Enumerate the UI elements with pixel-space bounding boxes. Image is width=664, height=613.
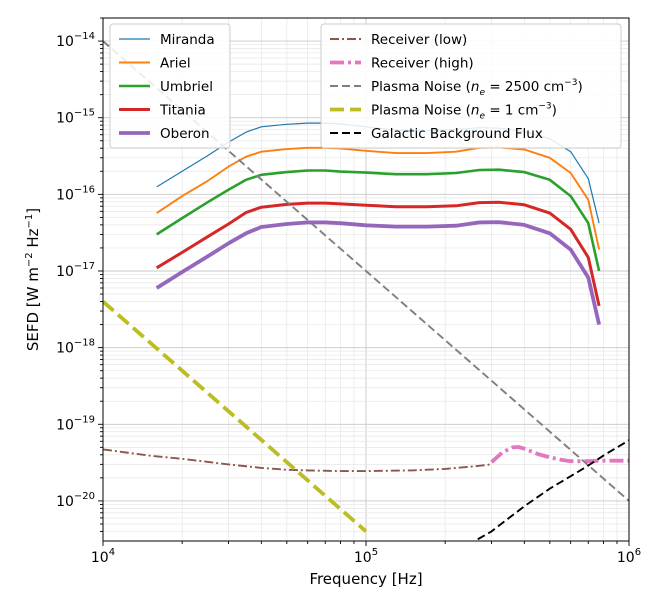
x-tick-label: 104 — [91, 547, 115, 566]
x-tick-label: 105 — [354, 547, 378, 566]
series-line-oberon — [155, 220, 601, 326]
y-label-main: SEFD [W m — [24, 267, 42, 351]
legend-label-titania: Titania — [159, 103, 206, 119]
legend-box — [320, 23, 622, 149]
legend-moons: Miranda Ariel Umbriel Titania Oberon — [109, 23, 231, 149]
series-line-receiver-low — [103, 448, 492, 473]
legend-label-oberon: Oberon — [160, 126, 210, 142]
legend-label-galactic-background-flux: Galactic Background Flux — [371, 126, 543, 142]
series-line-receiver-high — [490, 445, 629, 464]
series-lines — [103, 40, 629, 541]
y-tick-label: 10−18 — [56, 338, 95, 357]
y-label-exp2: −1 — [24, 214, 35, 229]
y-tick-label: 10−17 — [56, 261, 95, 280]
y-tick-label: 10−19 — [56, 414, 95, 433]
series-line-galactic-background-flux — [472, 439, 629, 541]
series-line-plasma-noise-n-e-1-cm-3 — [103, 300, 368, 533]
legend-label-umbriel: Umbriel — [160, 79, 213, 95]
y-label-exp1: −2 — [24, 252, 35, 267]
y-label-mid: Hz — [24, 228, 42, 252]
legend-noise: Receiver (low) Receiver (high) Plasma Nois… — [320, 23, 622, 149]
y-tick-label: 10−14 — [56, 31, 95, 50]
legend-label-miranda: Miranda — [160, 32, 215, 48]
series-line-umbriel — [155, 168, 601, 272]
x-axis-label: Frequency [Hz] — [309, 570, 422, 588]
y-tick-label: 10−15 — [56, 108, 95, 127]
legend-label-receiver-high: Receiver (high) — [371, 56, 474, 72]
y-tick-label: 10−20 — [56, 491, 95, 510]
y-axis-label: SEFD [W m−2 Hz−1] — [24, 208, 42, 351]
x-tick-label: 106 — [617, 547, 641, 566]
y-tick-label: 10−16 — [56, 184, 95, 203]
series-line-ariel — [156, 146, 601, 250]
legend-label-plasma-noise-n-e-2500-cm-3: Plasma Noise (ne = 2500 cm−3) — [371, 78, 583, 98]
legend-label-receiver-low: Receiver (low) — [371, 32, 467, 48]
legend-box — [109, 23, 231, 149]
axis-ticks: 104 105 106 10−20 10−19 10−18 10−17 10−16 10−15 1… — [56, 17, 641, 566]
series-line-titania — [155, 200, 601, 307]
y-label-end: ] — [24, 208, 42, 214]
legend-label-plasma-noise-n-e-1-cm-3: Plasma Noise (ne = 1 cm−3) — [371, 102, 557, 122]
legend-label-ariel: Ariel — [160, 56, 191, 72]
series-line-plasma-noise-n-e-2500-cm-3 — [103, 40, 629, 502]
